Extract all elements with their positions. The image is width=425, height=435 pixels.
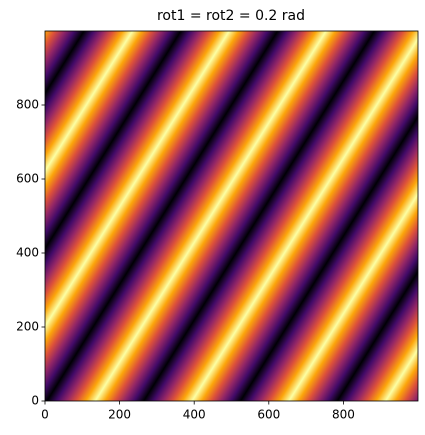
x-tick-label: 800: [332, 408, 355, 422]
y-tick-label: 0: [31, 394, 39, 408]
y-tick-label: 400: [16, 246, 39, 260]
y-tick-label: 800: [16, 98, 39, 112]
x-tick-label: 200: [108, 408, 131, 422]
axes-frame: [44, 30, 419, 402]
y-tick-label: 200: [16, 320, 39, 334]
chart-title: rot1 = rot2 = 0.2 rad: [157, 8, 305, 24]
x-tick-label: 0: [41, 408, 49, 422]
image: [45, 31, 418, 401]
x-tick-label: 600: [257, 408, 280, 422]
y-tick-label: 600: [16, 172, 39, 186]
x-tick-label: 400: [183, 408, 206, 422]
